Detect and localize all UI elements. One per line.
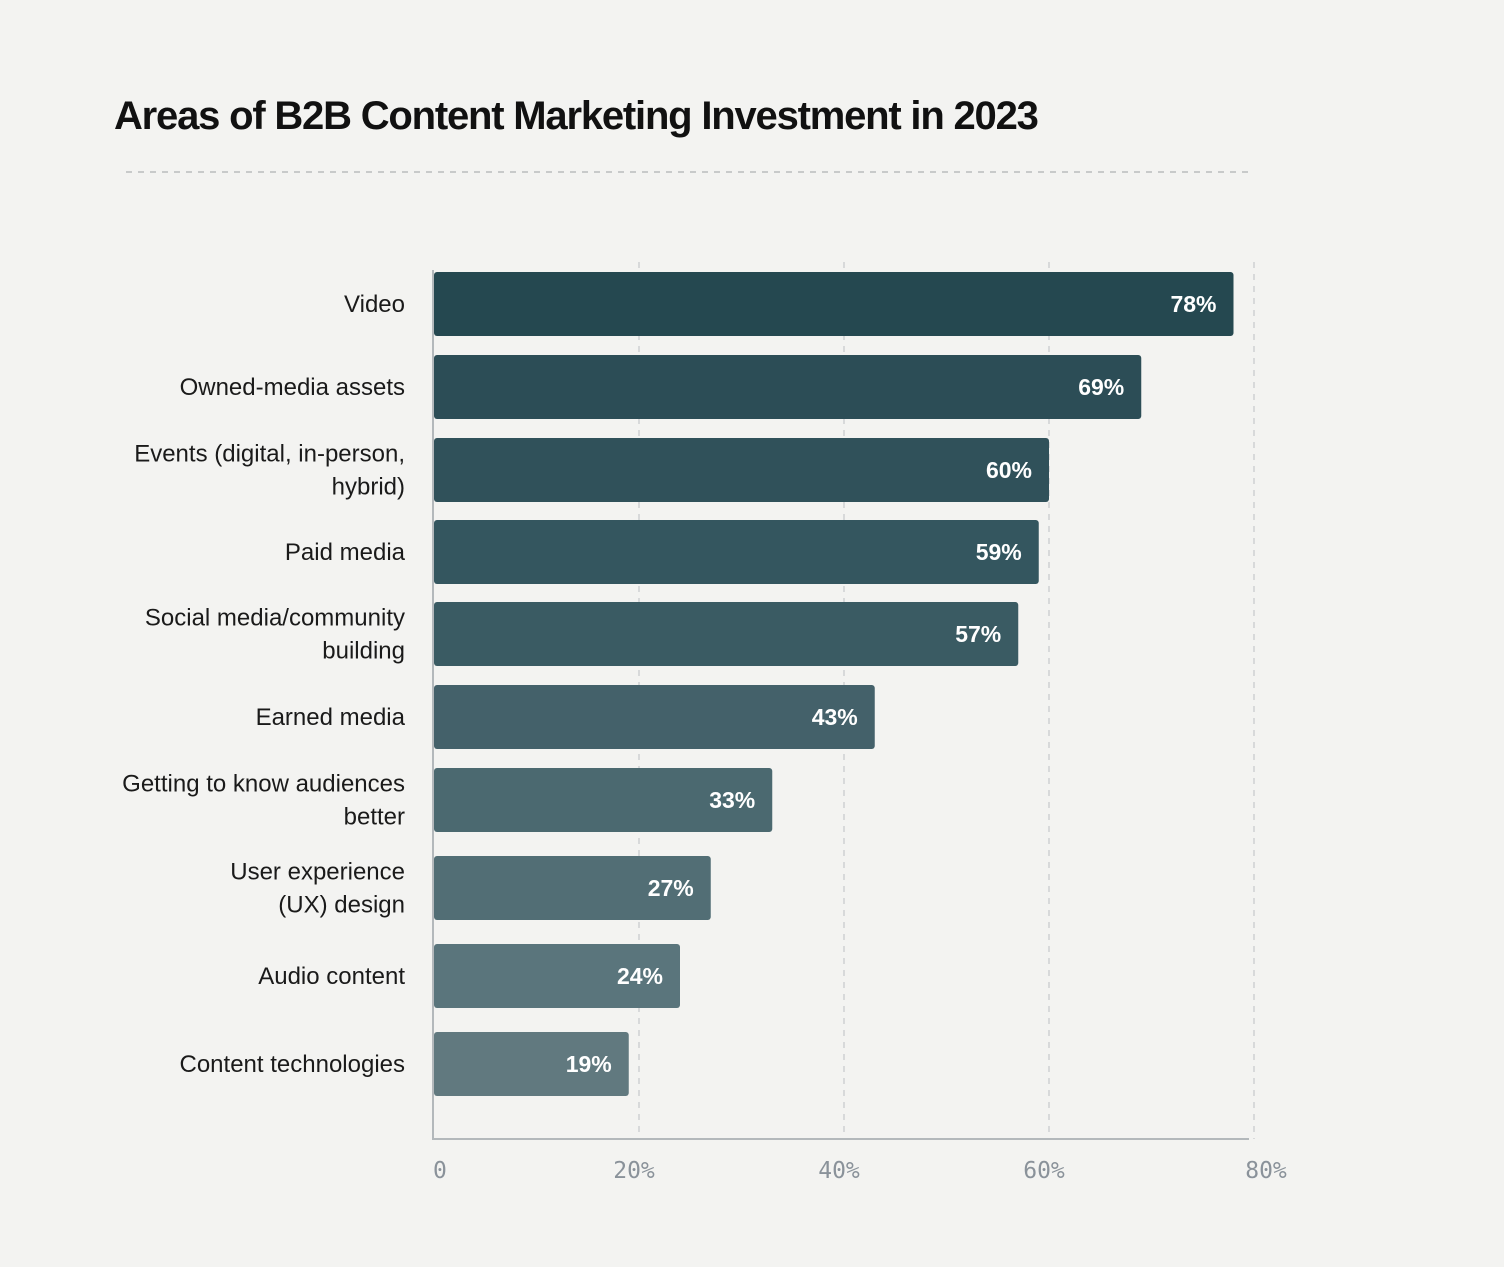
x-tick-label: 40% [818,1158,860,1184]
category-label-line: hybrid) [332,474,405,501]
category-label: Owned-media assets [180,374,405,401]
category-label: Paid media [285,539,406,566]
bar [434,944,680,1008]
bar-value-label: 43% [812,704,858,730]
category-labels: Video Owned-media assets Events (digital, … [122,291,405,1078]
category-label-line: Earned media [256,704,406,731]
bar [434,856,711,920]
category-label: Getting to know audiences better [122,771,405,831]
bar [434,520,1039,584]
bar [434,1032,629,1096]
category-label: Events (digital, in-person, hybrid) [134,441,405,501]
category-label: Content technologies [180,1051,406,1078]
bar-value-label: 69% [1078,374,1124,400]
category-label-line: Social media/community [145,605,405,632]
category-label-line: Paid media [285,539,406,566]
category-label-line: Getting to know audiences [122,771,405,798]
x-tick-label: 60% [1023,1158,1065,1184]
x-tick-label: 80% [1245,1158,1287,1184]
category-label: Social media/community building [145,605,405,665]
bar [434,685,875,749]
category-label-line: Content technologies [180,1051,406,1078]
bar-value-label: 24% [617,963,663,989]
bar [434,768,773,832]
category-label-line: (UX) design [278,892,405,919]
bar-value-label: 59% [976,539,1022,565]
category-label-line: Video [344,291,405,318]
bar-value-label: 33% [709,787,755,813]
axes [432,270,1249,1140]
x-tick-label: 20% [613,1158,655,1184]
category-label: Video [344,291,405,318]
category-label: User experience (UX) design [230,859,405,919]
category-label-line: Owned-media assets [180,374,405,401]
bar-value-label: 57% [955,621,1001,647]
bar [434,272,1234,336]
bars: 78% 69% 60% 59% 57% 43% 33% 27% 24% 19% [434,272,1234,1096]
category-label-line: User experience [230,859,405,886]
category-label-line: better [344,804,405,831]
category-label: Earned media [256,704,406,731]
bar-value-label: 27% [648,875,694,901]
bar-value-label: 19% [566,1051,612,1077]
bar [434,438,1049,502]
bar [434,602,1019,666]
x-tick-labels: 0 20% 40% 60% 80% [433,1158,1287,1184]
category-label-line: Events (digital, in-person, [134,441,405,468]
chart-title: Areas of B2B Content Marketing Investmen… [114,94,1039,138]
bar-value-label: 60% [986,457,1032,483]
category-label-line: building [322,638,405,665]
bar-value-label: 78% [1170,291,1216,317]
bar [434,355,1142,419]
x-tick-label: 0 [433,1158,447,1184]
category-label-line: Audio content [258,963,405,990]
category-label: Audio content [258,963,405,990]
